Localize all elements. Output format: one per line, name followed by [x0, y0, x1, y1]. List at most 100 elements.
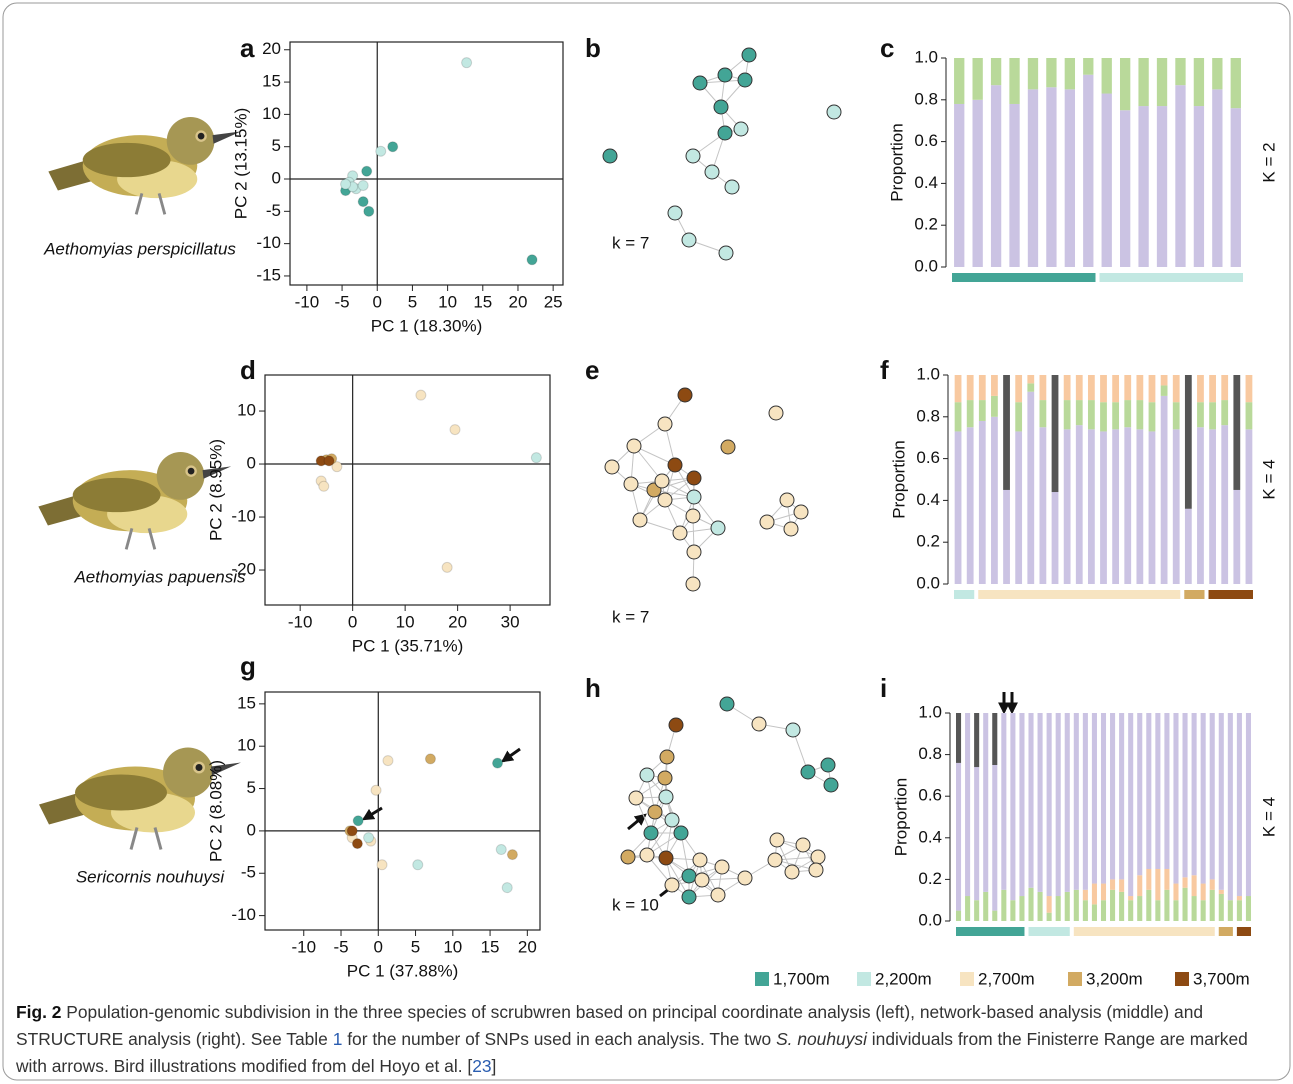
network-node: [665, 878, 679, 892]
bar-segment: [1197, 375, 1204, 402]
legend-swatch: [857, 972, 871, 986]
network-node: [711, 888, 725, 902]
y-tick-label: 15: [237, 693, 256, 712]
bar-segment: [1019, 713, 1024, 896]
bar-segment: [1027, 383, 1034, 391]
bar-segment: [974, 767, 979, 900]
bar-segment: [1083, 58, 1093, 75]
bar-segment: [1185, 509, 1192, 584]
plot-frame: [265, 692, 540, 930]
bar-segment: [1010, 713, 1015, 900]
y-axis-label: PC 2 (8.95%): [206, 439, 225, 541]
point: [527, 255, 537, 265]
bar-segment: [1028, 888, 1033, 921]
bar-segment: [1146, 713, 1151, 869]
bar-segment: [1157, 58, 1167, 106]
bar-segment: [1173, 884, 1178, 901]
bar-segment: [955, 375, 962, 402]
network-node: [686, 577, 700, 591]
network-node: [682, 233, 696, 247]
bar-segment: [1001, 713, 1006, 890]
bar-segment: [1124, 375, 1131, 400]
network-node: [770, 833, 784, 847]
bar-segment: [1164, 713, 1169, 869]
y-tick-label: 0.6: [914, 131, 938, 150]
bar-segment: [1088, 375, 1095, 400]
bar-segment: [1237, 713, 1242, 896]
bar-segment: [991, 85, 1001, 267]
y-axis-label: PC 2 (13.15%): [231, 108, 250, 220]
bar-segment: [1124, 427, 1131, 584]
bar-segment: [954, 104, 964, 267]
x-tick-label: 25: [544, 292, 563, 311]
bar-segment: [1065, 89, 1075, 267]
x-tick-label: 15: [481, 937, 500, 956]
x-axis-label: PC 1 (35.71%): [352, 636, 464, 655]
y-axis-label: PC 2 (8.08%): [206, 760, 225, 862]
bar-segment: [1210, 713, 1215, 879]
bar-segment: [1015, 375, 1022, 402]
bar-segment: [1019, 896, 1024, 921]
point: [377, 860, 387, 870]
network-node: [715, 860, 729, 874]
bar-segment: [1197, 402, 1204, 427]
bar-segment: [1110, 879, 1115, 889]
network-node: [659, 851, 673, 865]
bar-segment: [1137, 896, 1142, 921]
y-tick-label: 0.8: [914, 89, 938, 108]
population-bar: [1219, 927, 1233, 936]
reference-link[interactable]: 23: [472, 1056, 491, 1076]
y-tick-label: 1.0: [916, 364, 940, 383]
x-tick-label: -10: [291, 937, 316, 956]
bar-segment: [1083, 890, 1088, 900]
bar-segment: [967, 400, 974, 427]
population-bar: [956, 927, 1024, 936]
y-tick-label: 10: [237, 736, 256, 755]
network-node: [693, 76, 707, 90]
panel-letter: i: [880, 673, 887, 703]
y-tick-label: -10: [231, 905, 256, 924]
bar-segment: [992, 911, 997, 921]
point: [462, 58, 472, 68]
network-node: [674, 826, 688, 840]
network-node: [687, 490, 701, 504]
bar-segment: [1112, 402, 1119, 429]
population-bar: [1209, 590, 1253, 599]
bar-segment: [1210, 879, 1215, 889]
point: [358, 180, 368, 190]
network-node: [678, 388, 692, 402]
caption-text: ]: [492, 1056, 497, 1076]
bar-segment: [1209, 375, 1216, 402]
bar-segment: [1137, 713, 1142, 875]
network-node: [640, 848, 654, 862]
network-node: [644, 826, 658, 840]
plot-frame: [290, 42, 563, 285]
bar-segment: [1136, 429, 1143, 584]
network-node: [655, 474, 669, 488]
bar-segment: [1246, 896, 1251, 921]
bar-segment: [1038, 892, 1043, 921]
bar-segment: [1102, 94, 1112, 267]
network-node: [768, 853, 782, 867]
bar-segment: [1246, 375, 1253, 402]
bar-segment: [1092, 884, 1097, 905]
bar-segment: [1221, 425, 1228, 584]
bar-segment: [967, 427, 974, 584]
network-node: [738, 871, 752, 885]
bird-illustration: [38, 452, 231, 549]
table-link[interactable]: 1: [333, 1029, 343, 1049]
x-tick-label: 0: [373, 292, 382, 311]
bar-segment: [1212, 58, 1222, 89]
bar-segment: [1173, 429, 1180, 584]
network-node: [719, 246, 733, 260]
bar-segment: [1110, 713, 1115, 879]
network-node: [658, 771, 672, 785]
population-bar: [1100, 273, 1244, 282]
bar-segment: [1009, 58, 1019, 104]
y-tick-label: -5: [266, 201, 281, 220]
x-tick-label: 15: [473, 292, 492, 311]
network-node: [633, 513, 647, 527]
legend-swatch: [1175, 972, 1189, 986]
panel-letter: c: [880, 33, 894, 63]
bar-segment: [965, 713, 970, 896]
